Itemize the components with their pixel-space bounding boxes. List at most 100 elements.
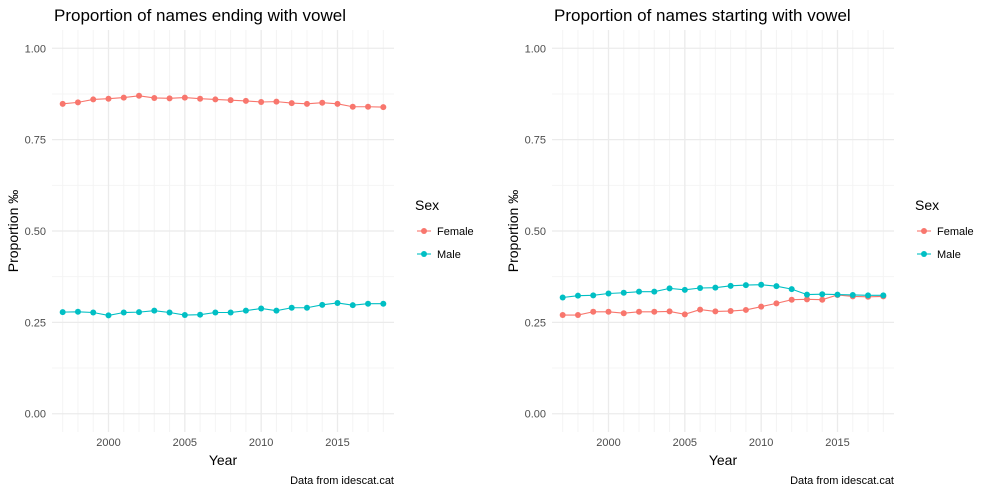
y-tick-label: 0.75 [525, 135, 546, 147]
x-axis-label: Year [209, 452, 238, 468]
legend-key-point [421, 251, 427, 257]
data-point-male [380, 300, 387, 307]
legend-item-female: Female [417, 226, 474, 238]
data-point-male [120, 309, 127, 316]
data-point-male [651, 288, 658, 295]
data-point-female [212, 96, 219, 103]
y-tick-label: 0.25 [25, 317, 46, 329]
data-point-female [620, 310, 627, 317]
data-point-female [166, 95, 173, 102]
data-point-male [559, 294, 566, 301]
data-point-male [590, 292, 597, 299]
legend-key-point [921, 251, 927, 257]
legend-label: Female [937, 226, 974, 238]
data-point-female [136, 92, 143, 99]
chart-title: Proportion of names ending with vowel [54, 6, 346, 25]
data-point-female [242, 97, 249, 104]
data-point-male [273, 307, 280, 314]
series-female [59, 92, 387, 111]
y-tick-label: 0.50 [525, 226, 546, 238]
legend: Sex Female Male [915, 197, 974, 261]
data-point-female [90, 96, 97, 103]
data-point-female [636, 308, 643, 315]
data-point-female [727, 308, 734, 315]
data-point-male [834, 291, 841, 298]
data-point-male [819, 291, 826, 298]
data-point-female [258, 98, 265, 105]
legend-title: Sex [415, 197, 439, 213]
data-point-male [258, 305, 265, 312]
data-point-female [74, 99, 81, 106]
data-point-male [758, 281, 765, 288]
legend-key-point [421, 228, 427, 234]
data-point-male [803, 291, 810, 298]
data-point-female [288, 100, 295, 107]
x-tick-label: 2005 [173, 437, 197, 449]
data-point-female [681, 311, 688, 318]
data-point-male [666, 285, 673, 292]
data-point-male [574, 292, 581, 299]
data-point-male [227, 309, 234, 316]
data-point-male [636, 288, 643, 295]
x-tick-label: 2005 [673, 437, 697, 449]
data-point-male [620, 289, 627, 296]
legend-item-female: Female [917, 226, 974, 238]
legend-item-male: Male [917, 249, 961, 261]
data-point-male [319, 301, 326, 308]
data-point-male [303, 304, 310, 311]
data-point-male [788, 286, 795, 293]
x-tick-label: 2010 [249, 437, 273, 449]
data-point-female [319, 99, 326, 106]
y-tick-label: 1.00 [525, 43, 546, 55]
series-line-female [562, 294, 884, 316]
data-point-female [697, 306, 704, 313]
y-tick-label: 1.00 [25, 43, 46, 55]
legend-title: Sex [915, 197, 939, 213]
data-point-female [59, 100, 66, 107]
series-male [559, 281, 887, 301]
data-point-female [590, 308, 597, 315]
caption: Data from idescat.cat [290, 475, 394, 487]
data-point-female [181, 94, 188, 101]
data-point-female [773, 300, 780, 307]
data-point-male [697, 285, 704, 292]
y-tick-label: 0.00 [25, 409, 46, 421]
y-tick-label: 0.75 [25, 135, 46, 147]
data-point-male [242, 307, 249, 314]
data-point-female [380, 104, 387, 111]
data-point-male [681, 286, 688, 293]
data-point-female [605, 308, 612, 315]
data-point-female [758, 303, 765, 310]
data-point-female [303, 100, 310, 107]
data-point-female [559, 312, 566, 319]
series-line-male [62, 302, 384, 316]
y-axis-label: Proportion ‰ [505, 190, 521, 272]
data-point-female [365, 103, 372, 110]
data-point-female [819, 296, 826, 303]
legend: Sex Female Male [415, 197, 474, 261]
series-line-female [62, 95, 384, 108]
legend-item-male: Male [417, 249, 461, 261]
data-point-male [849, 291, 856, 298]
data-point-male [334, 299, 341, 306]
data-point-male [74, 308, 81, 315]
data-point-male [212, 309, 219, 316]
data-point-male [151, 307, 158, 314]
data-point-female [151, 94, 158, 101]
data-point-male [349, 302, 356, 309]
chart-title: Proportion of names starting with vowel [554, 6, 851, 25]
data-point-female [651, 308, 658, 315]
data-point-male [365, 300, 372, 307]
data-point-female [788, 296, 795, 303]
x-axis-label: Year [709, 452, 738, 468]
data-point-male [166, 309, 173, 316]
y-axis-label: Proportion ‰ [5, 190, 21, 272]
data-point-female [273, 98, 280, 105]
data-point-female [105, 95, 112, 102]
data-point-female [334, 100, 341, 107]
data-point-male [136, 309, 143, 316]
data-point-male [59, 309, 66, 316]
data-point-male [773, 283, 780, 290]
